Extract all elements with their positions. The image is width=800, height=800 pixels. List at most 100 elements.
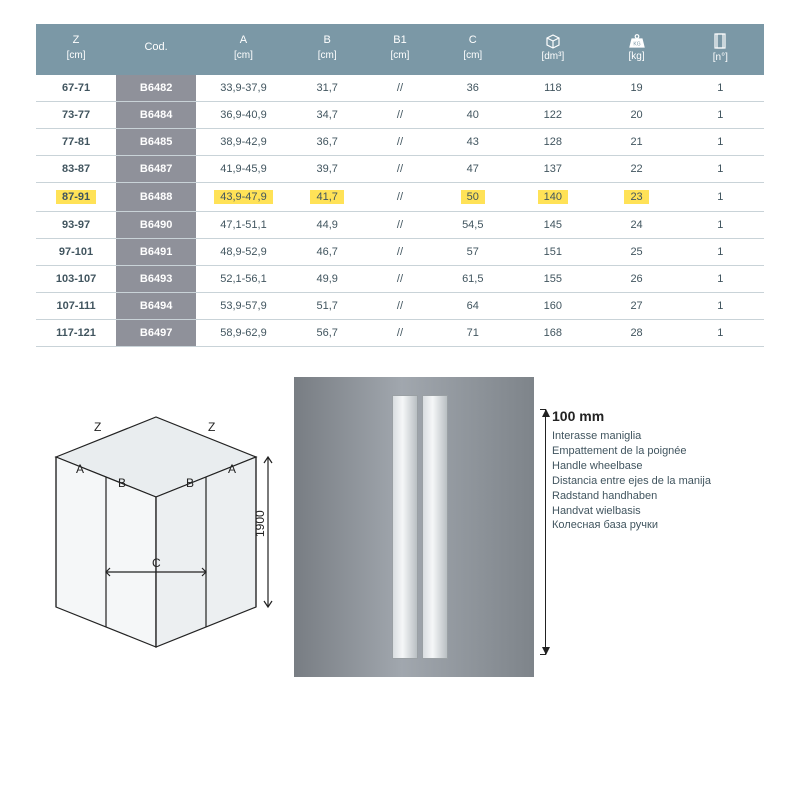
table-cell: 46,7 [291, 238, 364, 265]
table-cell: 43,9-47,9 [196, 182, 291, 211]
table-row: 103-107B649352,1-56,149,9//61,5155261 [36, 265, 764, 292]
diagram-label-c: C [152, 556, 161, 570]
handle-lang-line: Distancia entre ejes de la manija [552, 474, 742, 489]
table-cell: 87-91 [36, 182, 116, 211]
table-cell: B6493 [116, 265, 196, 292]
table-cell: // [364, 211, 437, 238]
handle-lang-line: Interasse maniglia [552, 429, 742, 444]
table-cell: 58,9-62,9 [196, 319, 291, 346]
table-cell: 1 [677, 265, 764, 292]
table-cell: 118 [509, 75, 596, 102]
table-cell: 50 [436, 182, 509, 211]
table-cell: // [364, 238, 437, 265]
table-cell: // [364, 182, 437, 211]
handle-lang-line: Колесная база ручки [552, 518, 742, 533]
table-cell: 43 [436, 128, 509, 155]
table-cell: 155 [509, 265, 596, 292]
table-cell: 36,7 [291, 128, 364, 155]
table-row: 83-87B648741,9-45,939,7//47137221 [36, 155, 764, 182]
diagram-label-b1: B [118, 476, 126, 490]
table-cell: 93-97 [36, 211, 116, 238]
table-cell: 54,5 [436, 211, 509, 238]
table-row: 117-121B649758,9-62,956,7//71168281 [36, 319, 764, 346]
table-cell: 160 [509, 292, 596, 319]
table-cell: // [364, 75, 437, 102]
dimension-diagram: Z Z A B B A C 1900 [36, 377, 276, 677]
table-cell: // [364, 101, 437, 128]
table-cell: 145 [509, 211, 596, 238]
table-cell: 33,9-37,9 [196, 75, 291, 102]
table-header-row: Z[cm]Cod.A[cm]B[cm]B1[cm]C[cm][dm³]KG[kg… [36, 24, 764, 75]
diagram-label-a2: A [228, 462, 236, 476]
handle-lang-line: Handle wheelbase [552, 459, 742, 474]
table-cell: 56,7 [291, 319, 364, 346]
table-cell: 41,7 [291, 182, 364, 211]
table-column-header: KG[kg] [597, 24, 677, 75]
table-row: 87-91B648843,9-47,941,7//50140231 [36, 182, 764, 211]
table-cell: 103-107 [36, 265, 116, 292]
table-row: 73-77B648436,9-40,934,7//40122201 [36, 101, 764, 128]
table-column-header: B1[cm] [364, 24, 437, 75]
handle-lang-line: Empattement de la poignée [552, 444, 742, 459]
table-cell: 41,9-45,9 [196, 155, 291, 182]
table-cell: 97-101 [36, 238, 116, 265]
handle-lang-line: Radstand handhaben [552, 489, 742, 504]
diagram-label-a1: A [76, 462, 84, 476]
table-cell: 73-77 [36, 101, 116, 128]
table-cell: 1 [677, 75, 764, 102]
table-cell: 1 [677, 319, 764, 346]
table-cell: // [364, 155, 437, 182]
table-cell: 1 [677, 182, 764, 211]
table-cell: // [364, 128, 437, 155]
table-cell: 140 [509, 182, 596, 211]
table-cell: 107-111 [36, 292, 116, 319]
table-cell: // [364, 292, 437, 319]
table-cell: B6497 [116, 319, 196, 346]
table-cell: B6494 [116, 292, 196, 319]
table-column-header: B[cm] [291, 24, 364, 75]
table-cell: B6485 [116, 128, 196, 155]
table-column-header: Cod. [116, 24, 196, 75]
table-column-header: Z[cm] [36, 24, 116, 75]
table-cell: 1 [677, 211, 764, 238]
table-row: 77-81B648538,9-42,936,7//43128211 [36, 128, 764, 155]
table-cell: 47 [436, 155, 509, 182]
table-cell: 77-81 [36, 128, 116, 155]
table-cell: 128 [509, 128, 596, 155]
table-cell: // [364, 319, 437, 346]
table-cell: 36,9-40,9 [196, 101, 291, 128]
table-column-header: [n°] [677, 24, 764, 75]
table-cell: B6487 [116, 155, 196, 182]
handle-photo [294, 377, 534, 677]
table-row: 67-71B648233,9-37,931,7//36118191 [36, 75, 764, 102]
table-cell: 117-121 [36, 319, 116, 346]
table-cell: 48,9-52,9 [196, 238, 291, 265]
table-cell: 22 [597, 155, 677, 182]
table-cell: 57 [436, 238, 509, 265]
table-cell: 151 [509, 238, 596, 265]
table-cell: 31,7 [291, 75, 364, 102]
handle-text-block: 100 mm Interasse maniglia Empattement de… [552, 377, 742, 534]
diagram-height-label: 1900 [253, 509, 267, 536]
diagram-label-b2: B [186, 476, 194, 490]
spec-table: Z[cm]Cod.A[cm]B[cm]B1[cm]C[cm][dm³]KG[kg… [36, 24, 764, 347]
table-row: 97-101B649148,9-52,946,7//57151251 [36, 238, 764, 265]
table-cell: 1 [677, 155, 764, 182]
handle-lang-line: Handvat wielbasis [552, 504, 742, 519]
diagram-label-z2: Z [208, 420, 215, 434]
table-cell: 122 [509, 101, 596, 128]
table-cell: 23 [597, 182, 677, 211]
table-column-header: [dm³] [509, 24, 596, 75]
table-cell: 34,7 [291, 101, 364, 128]
table-cell: B6484 [116, 101, 196, 128]
table-body: 67-71B648233,9-37,931,7//3611819173-77B6… [36, 75, 764, 347]
table-cell: 38,9-42,9 [196, 128, 291, 155]
table-cell: 53,9-57,9 [196, 292, 291, 319]
table-cell: 24 [597, 211, 677, 238]
table-cell: 36 [436, 75, 509, 102]
table-row: 93-97B649047,1-51,144,9//54,5145241 [36, 211, 764, 238]
table-cell: 47,1-51,1 [196, 211, 291, 238]
table-cell: 1 [677, 292, 764, 319]
table-cell: 67-71 [36, 75, 116, 102]
table-cell: 137 [509, 155, 596, 182]
